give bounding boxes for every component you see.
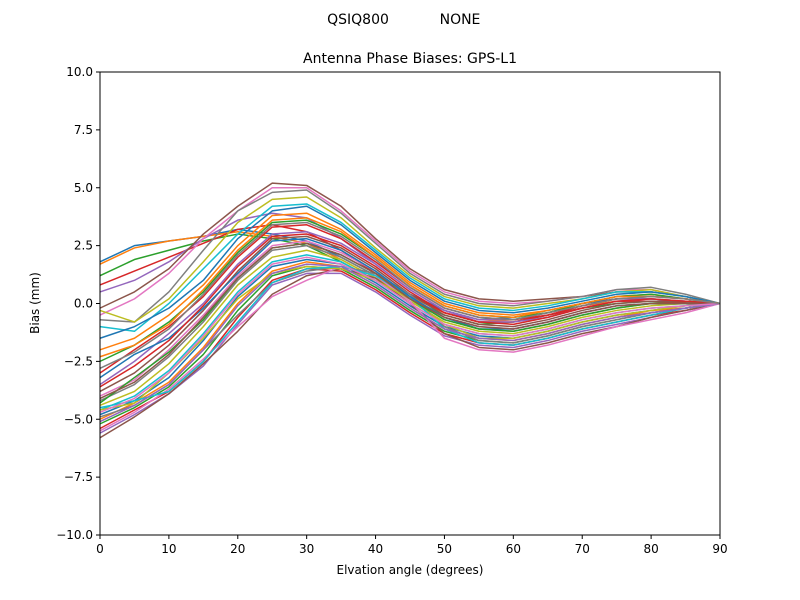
y-tick-label: −7.5 bbox=[64, 470, 93, 484]
series-line-37 bbox=[99, 256, 721, 414]
series-line-34 bbox=[99, 233, 721, 388]
x-tick-label: 80 bbox=[643, 542, 658, 556]
x-tick-label: 60 bbox=[506, 542, 521, 556]
y-tick-label: −5.0 bbox=[64, 412, 93, 426]
y-tick-label: 5.0 bbox=[74, 181, 93, 195]
y-tick-label: 10.0 bbox=[66, 65, 93, 79]
series-line-10 bbox=[99, 203, 721, 333]
series-line-25 bbox=[99, 272, 721, 434]
y-tick-label: 0.0 bbox=[74, 297, 93, 311]
series-line-35 bbox=[99, 263, 721, 423]
x-tick-label: 30 bbox=[299, 542, 314, 556]
chart-title: Antenna Phase Biases: GPS-L1 bbox=[303, 51, 517, 67]
series-line-36 bbox=[99, 242, 720, 400]
x-axis-ticks: 0 10 20 30 40 50 60 70 80 90 bbox=[96, 535, 728, 556]
x-tick-label: 90 bbox=[712, 542, 727, 556]
suptitle-right: NONE bbox=[440, 12, 481, 28]
series-line-27 bbox=[99, 265, 721, 432]
x-axis-label: Elvation angle (degrees) bbox=[337, 563, 484, 577]
x-tick-label: 50 bbox=[437, 542, 452, 556]
suptitle-left: QSIQ800 bbox=[327, 12, 389, 28]
y-axis-ticks: −10.0 −7.5 −5.0 −2.5 0.0 2.5 5.0 7.5 10.0 bbox=[56, 65, 100, 542]
x-tick-label: 40 bbox=[368, 542, 383, 556]
y-tick-label: 7.5 bbox=[74, 123, 93, 137]
y-axis-label: Bias (mm) bbox=[28, 272, 42, 334]
series-line-38 bbox=[99, 221, 721, 369]
y-tick-label: 2.5 bbox=[74, 239, 93, 253]
x-tick-label: 20 bbox=[230, 542, 245, 556]
x-tick-label: 0 bbox=[96, 542, 104, 556]
series-line-8 bbox=[99, 189, 721, 323]
series-lines bbox=[99, 182, 721, 439]
series-line-32 bbox=[99, 217, 721, 358]
y-tick-label: −10.0 bbox=[56, 528, 93, 542]
series-line-11 bbox=[99, 205, 721, 339]
x-tick-label: 70 bbox=[575, 542, 590, 556]
x-tick-label: 10 bbox=[161, 542, 176, 556]
y-tick-label: −2.5 bbox=[64, 354, 93, 368]
